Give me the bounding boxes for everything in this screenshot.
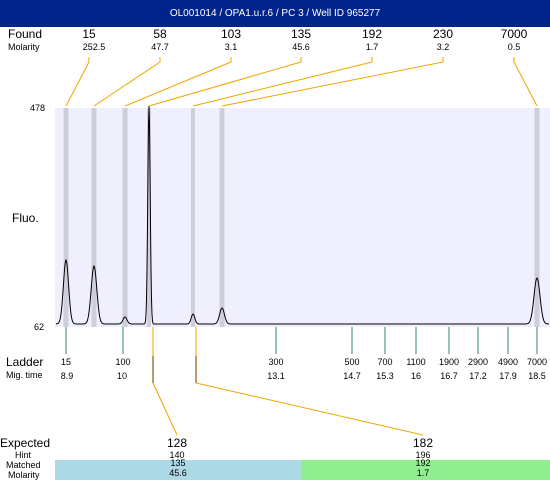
ladder-time: 8.9 bbox=[60, 371, 74, 381]
peak-band bbox=[122, 108, 128, 327]
found-peak-molarity: 45.6 bbox=[292, 42, 310, 52]
expected-size: 128 bbox=[166, 436, 188, 450]
found-connector bbox=[65, 57, 90, 107]
matched-bar: 192 1.7 bbox=[302, 458, 550, 480]
fluorescence-trace bbox=[55, 105, 549, 325]
expected-connector bbox=[152, 327, 178, 436]
ladder-time: 17.9 bbox=[499, 371, 517, 381]
expected-connector bbox=[195, 327, 424, 436]
expected-size: 182 bbox=[412, 436, 434, 450]
peak-bands bbox=[63, 108, 540, 327]
peak-band bbox=[191, 108, 195, 327]
found-peak-size: 135 bbox=[290, 27, 312, 41]
found-peak-molarity: 0.5 bbox=[507, 42, 521, 52]
found-peak-size: 7000 bbox=[500, 27, 528, 41]
found-connector bbox=[124, 57, 232, 107]
y-max-label: 478 bbox=[30, 103, 46, 113]
peak-band bbox=[63, 108, 69, 327]
fluo-label: Fluo. bbox=[12, 211, 39, 225]
ladder-size: 7000 bbox=[526, 357, 548, 367]
ladder-time: 10 bbox=[116, 371, 128, 381]
matched-size: 192 bbox=[415, 458, 431, 468]
matched-size: 135 bbox=[170, 458, 186, 468]
ladder-time: 13.1 bbox=[267, 371, 285, 381]
found-connectors bbox=[65, 57, 538, 107]
ladder-time: 15.3 bbox=[376, 371, 394, 381]
ladder-time: 18.5 bbox=[528, 371, 546, 381]
peak-band bbox=[534, 108, 540, 327]
peak-band bbox=[91, 108, 97, 327]
found-peak-molarity: 3.1 bbox=[224, 42, 238, 52]
molarity-label: Molarity bbox=[8, 42, 40, 52]
found-peak-molarity: 1.7 bbox=[365, 42, 379, 52]
ladder-size: 700 bbox=[377, 357, 393, 367]
ladder-label: Ladder bbox=[6, 355, 44, 369]
ladder-size: 100 bbox=[115, 357, 131, 367]
y-min-label: 62 bbox=[34, 322, 45, 332]
peak-band bbox=[147, 108, 151, 327]
title-bar: OL001014 / OPA1.u.r.6 / PC 3 / Well ID 9… bbox=[0, 0, 550, 27]
ladder-time: 14.7 bbox=[343, 371, 361, 381]
hint-size: 196 bbox=[415, 450, 431, 460]
ladder-time: 17.2 bbox=[469, 371, 487, 381]
ladder-size: 1900 bbox=[438, 357, 460, 367]
ladder-time: 16.7 bbox=[440, 371, 458, 381]
well-title: OL001014 / OPA1.u.r.6 / PC 3 / Well ID 9… bbox=[169, 8, 381, 19]
matched-bar: 135 45.6 bbox=[55, 458, 302, 480]
found-peak-molarity: 3.2 bbox=[436, 42, 450, 52]
found-peak-size: 192 bbox=[361, 27, 383, 41]
ladder-size: 1100 bbox=[406, 357, 426, 367]
molarity-bottom-label: Molarity bbox=[8, 470, 40, 480]
found-peak-molarity: 47.7 bbox=[151, 42, 169, 52]
found-peak-size: 58 bbox=[153, 27, 167, 41]
found-connector bbox=[221, 57, 444, 107]
found-peak-size: 230 bbox=[432, 27, 454, 41]
mig-time-label: Mig. time bbox=[6, 370, 43, 380]
electropherogram-plot bbox=[55, 108, 550, 327]
ladder-size: 300 bbox=[268, 357, 284, 367]
found-connector bbox=[93, 57, 161, 107]
ladder-time: 16 bbox=[410, 371, 422, 381]
trace-line bbox=[55, 105, 549, 325]
found-connector bbox=[513, 57, 538, 107]
matched-molarity: 1.7 bbox=[416, 468, 430, 478]
found-peak-molarity: 252.5 bbox=[82, 42, 106, 52]
found-connector bbox=[192, 57, 373, 107]
found-peak-size: 103 bbox=[220, 27, 242, 41]
matched-label: Matched bbox=[6, 460, 41, 470]
matched-molarity: 45.6 bbox=[169, 468, 187, 478]
found-connector bbox=[148, 57, 302, 107]
expected-label: Expected bbox=[0, 436, 51, 450]
ladder-size: 2900 bbox=[467, 357, 489, 367]
hint-size: 140 bbox=[169, 450, 185, 460]
ladder-size: 15 bbox=[60, 357, 72, 367]
ladder-size: 4900 bbox=[497, 357, 519, 367]
peak-band bbox=[219, 108, 225, 327]
hint-label: Hint bbox=[15, 450, 32, 460]
ladder-size: 500 bbox=[344, 357, 360, 367]
found-peak-size: 15 bbox=[82, 27, 96, 41]
found-label: Found bbox=[8, 27, 43, 41]
expected-connectors bbox=[152, 327, 424, 436]
ladder-ticks bbox=[65, 327, 538, 383]
